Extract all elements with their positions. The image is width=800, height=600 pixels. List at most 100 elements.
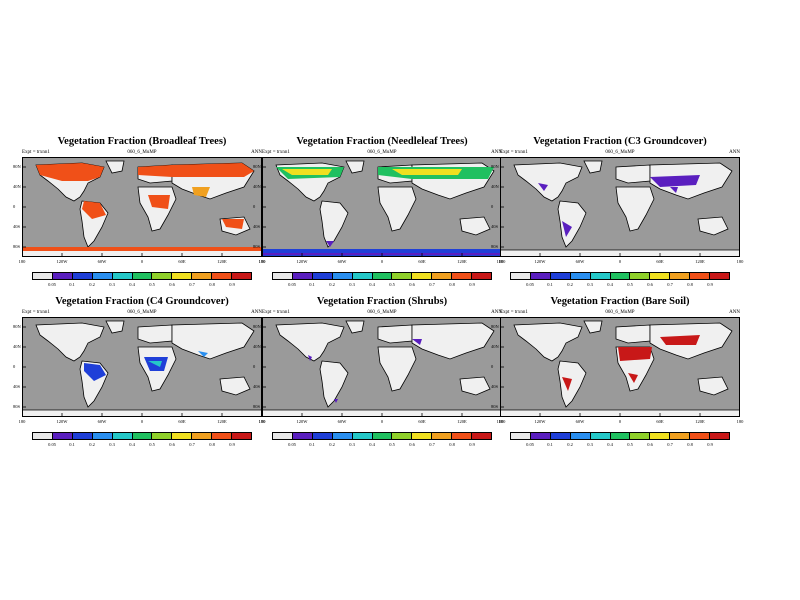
lon-tick-label: 180: [18, 259, 26, 264]
lon-tick-label: 120E: [217, 419, 227, 424]
colorbar-box: [352, 273, 373, 279]
lon-tick-label: 180: [258, 419, 266, 424]
lat-tick-label: 80N: [491, 164, 499, 169]
lon-tick-label: 120W: [296, 259, 308, 264]
continent-australia: [459, 216, 491, 236]
colorbar-label: 0.3: [109, 282, 115, 287]
colorbar-box: [392, 273, 413, 279]
vegetation-patch: [198, 351, 208, 357]
colorbar-label: 0.6: [169, 282, 175, 287]
continent-africa: [377, 186, 417, 232]
lat-tick-label: 80S: [491, 244, 499, 249]
colorbar-box: [72, 273, 93, 279]
colorbar-label: 0.7: [189, 282, 195, 287]
colorbar-box: [570, 273, 591, 279]
vegetation-patch: [628, 373, 638, 383]
colorbar-label: 0.2: [329, 282, 335, 287]
lon-tick-label: 120E: [457, 419, 467, 424]
colorbar-box: [372, 433, 393, 439]
lat-tick-label: 0: [253, 364, 256, 369]
lon-tick-label: 120W: [534, 259, 546, 264]
colorbar-box: [232, 273, 251, 279]
continent-africa: [377, 346, 417, 392]
case-label: 060_6_MuMP: [367, 150, 397, 155]
lon-tick-label: 120W: [56, 259, 68, 264]
lat-tick-label: 0: [491, 364, 494, 369]
lat-tick-label: 40S: [13, 224, 21, 229]
colorbar-box: [112, 433, 133, 439]
colorbar-label: 0.8: [449, 282, 455, 287]
colorbar-box: [432, 433, 453, 439]
colorbar-label: 0.8: [209, 442, 215, 447]
colorbar-label: 0.3: [587, 282, 593, 287]
colorbar-label: 0.8: [687, 442, 693, 447]
continent-greenland: [105, 320, 125, 334]
colorbar-box: [33, 273, 53, 279]
colorbar-box: [192, 273, 213, 279]
colorbar-label: 0.4: [129, 282, 135, 287]
colorbar-box: [52, 433, 73, 439]
period-label: ANN: [729, 310, 740, 315]
lon-tick-label: 60W: [97, 419, 107, 424]
lat-tick-label: 80S: [253, 404, 261, 409]
map-plot: [22, 157, 262, 257]
colorbar-box: [590, 433, 611, 439]
colorbar-label: 0.7: [189, 442, 195, 447]
colorbar-label: 0.6: [647, 282, 653, 287]
colorbar-box: [232, 433, 251, 439]
lat-tick-label: 80S: [13, 404, 21, 409]
colorbar-box: [630, 433, 651, 439]
continent-greenland: [583, 160, 603, 174]
map-panel-shrubs: Vegetation Fraction (Shrubs) Expt = trxnn…: [253, 296, 505, 471]
period-label: ANN: [491, 310, 502, 315]
lat-tick-label: 40S: [253, 384, 261, 389]
colorbar-box: [372, 273, 393, 279]
lat-tick-label: 0: [253, 204, 256, 209]
colorbar-label: 0.1: [309, 282, 315, 287]
colorbar-label: 0.7: [667, 282, 673, 287]
colorbar: [32, 272, 252, 280]
expt-label: Expt = trxnn1: [500, 310, 528, 315]
continent-europe: [615, 324, 651, 344]
lon-tick-label: 60W: [97, 259, 107, 264]
lon-tick-label: 120E: [695, 259, 705, 264]
colorbar-box: [550, 273, 571, 279]
panel-title: Vegetation Fraction (Shrubs): [316, 296, 448, 307]
lat-tick-label: 40N: [491, 184, 499, 189]
continent-samerica: [557, 360, 587, 408]
vegetation-patch: [82, 201, 106, 219]
lon-tick-label: 120E: [695, 419, 705, 424]
colorbar-label: 0.7: [429, 442, 435, 447]
vegetation-patch: [138, 163, 254, 177]
continent-samerica: [557, 200, 587, 248]
lat-tick-label: 40S: [491, 224, 499, 229]
map-plot: [22, 317, 262, 417]
lat-tick-label: 80S: [13, 244, 21, 249]
continent-africa: [615, 186, 655, 232]
lon-tick-label: 60E: [656, 419, 664, 424]
lon-tick-label: 60W: [575, 419, 585, 424]
colorbar-label: 0.1: [69, 442, 75, 447]
vegetation-patch: [84, 363, 106, 381]
colorbar-label: 0.9: [469, 442, 475, 447]
lon-tick-label: 120W: [56, 419, 68, 424]
vegetation-patch: [412, 339, 422, 345]
colorbar-box: [212, 433, 233, 439]
lon-tick-label: 60E: [178, 419, 186, 424]
colorbar-box: [690, 433, 711, 439]
lat-tick-label: 80N: [253, 324, 261, 329]
panel-title: Vegetation Fraction (C4 Groundcover): [55, 296, 229, 307]
lon-tick-label: 60W: [337, 419, 347, 424]
vegetation-patch: [538, 183, 548, 191]
lat-tick-label: 40N: [253, 344, 261, 349]
colorbar-box: [690, 273, 711, 279]
colorbar-box: [172, 433, 193, 439]
colorbar-box: [432, 273, 453, 279]
case-label: 060_6_MuMP: [127, 310, 157, 315]
continent-australia: [219, 376, 251, 396]
colorbar-label: 0.5: [627, 442, 633, 447]
panel-title: Vegetation Fraction (Broadleaf Trees): [57, 136, 227, 147]
colorbar-label: 0.5: [627, 282, 633, 287]
vegetation-patch: [618, 347, 652, 361]
colorbar-box: [292, 273, 313, 279]
